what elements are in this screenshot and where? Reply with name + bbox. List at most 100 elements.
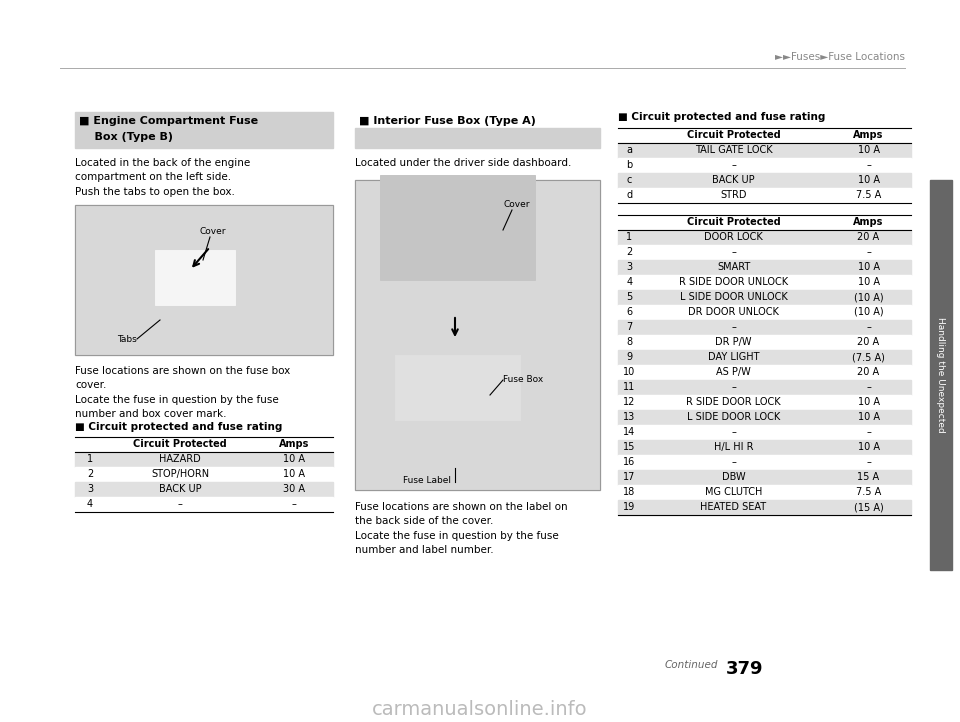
Bar	[618, 335, 911, 350]
Bar	[618, 470, 911, 485]
Text: –: –	[866, 247, 871, 257]
Text: Box (Type B): Box (Type B)	[79, 132, 173, 142]
Text: DAY LIGHT: DAY LIGHT	[708, 352, 759, 362]
Text: Circuit Protected: Circuit Protected	[686, 217, 780, 227]
Text: 379: 379	[726, 660, 763, 678]
Text: BACK UP: BACK UP	[158, 484, 202, 494]
Text: 14: 14	[623, 427, 636, 437]
Text: Circuit Protected: Circuit Protected	[686, 130, 780, 140]
Bar	[618, 230, 911, 245]
Bar	[618, 380, 911, 395]
Text: 10 A: 10 A	[857, 412, 879, 422]
Bar	[618, 245, 911, 260]
Bar	[618, 455, 911, 470]
Bar	[75, 452, 333, 467]
Text: 15 A: 15 A	[857, 472, 879, 482]
Text: –: –	[866, 457, 871, 467]
Bar	[355, 128, 600, 148]
Text: Fuse Label: Fuse Label	[403, 476, 451, 485]
Text: 10 A: 10 A	[283, 454, 305, 464]
Bar	[395, 355, 520, 420]
Bar	[75, 497, 333, 512]
Bar	[618, 290, 911, 305]
Text: 17: 17	[623, 472, 636, 482]
Text: 10 A: 10 A	[857, 262, 879, 272]
Text: c: c	[627, 175, 633, 185]
Text: –: –	[732, 457, 736, 467]
Text: Located in the back of the engine
compartment on the left side.
Push the tabs to: Located in the back of the engine compar…	[75, 158, 251, 197]
Text: 4: 4	[87, 499, 93, 509]
Bar	[930, 180, 952, 570]
Text: 2: 2	[86, 469, 93, 479]
Text: –: –	[732, 247, 736, 257]
Bar	[380, 175, 535, 280]
Text: Cover: Cover	[503, 200, 530, 209]
Text: MG CLUTCH: MG CLUTCH	[705, 487, 762, 497]
Text: Tabs: Tabs	[117, 335, 136, 344]
Text: ►►Fuses►Fuse Locations: ►►Fuses►Fuse Locations	[775, 52, 905, 62]
Text: DBW: DBW	[722, 472, 745, 482]
Bar	[618, 350, 911, 365]
Text: 10 A: 10 A	[857, 145, 879, 155]
Text: R SIDE DOOR UNLOCK: R SIDE DOOR UNLOCK	[679, 277, 788, 287]
Text: 11: 11	[623, 382, 636, 392]
Text: 2: 2	[626, 247, 633, 257]
Text: 7: 7	[626, 322, 633, 332]
Text: 18: 18	[623, 487, 636, 497]
Text: (10 A): (10 A)	[853, 292, 883, 302]
Text: 10 A: 10 A	[857, 397, 879, 407]
Bar	[618, 485, 911, 500]
Text: SMART: SMART	[717, 262, 750, 272]
Text: 10 A: 10 A	[857, 175, 879, 185]
Bar	[75, 205, 333, 355]
Bar	[618, 365, 911, 380]
Text: –: –	[732, 322, 736, 332]
Text: 9: 9	[627, 352, 633, 362]
Text: HEATED SEAT: HEATED SEAT	[701, 502, 767, 512]
Text: 13: 13	[623, 412, 636, 422]
Text: a: a	[627, 145, 633, 155]
Text: Cover: Cover	[200, 227, 227, 236]
Text: DR P/W: DR P/W	[715, 337, 752, 347]
Text: 20 A: 20 A	[857, 367, 879, 377]
Text: DR DOOR UNLOCK: DR DOOR UNLOCK	[688, 307, 779, 317]
Text: ■ Circuit protected and fuse rating: ■ Circuit protected and fuse rating	[75, 422, 282, 432]
Text: STOP/HORN: STOP/HORN	[151, 469, 209, 479]
Text: –: –	[866, 322, 871, 332]
Bar	[618, 143, 911, 158]
Text: 10 A: 10 A	[857, 442, 879, 452]
Text: 5: 5	[626, 292, 633, 302]
Text: –: –	[866, 427, 871, 437]
Bar	[618, 440, 911, 455]
Bar	[618, 425, 911, 440]
Text: Amps: Amps	[853, 130, 884, 140]
Text: –: –	[732, 160, 736, 170]
Bar	[618, 320, 911, 335]
Text: (15 A): (15 A)	[853, 502, 883, 512]
Text: STRD: STRD	[720, 190, 747, 200]
Bar	[618, 188, 911, 203]
Text: 19: 19	[623, 502, 636, 512]
Text: TAIL GATE LOCK: TAIL GATE LOCK	[695, 145, 772, 155]
Text: 1: 1	[87, 454, 93, 464]
Bar	[355, 180, 600, 490]
Text: (10 A): (10 A)	[853, 307, 883, 317]
Text: –: –	[732, 427, 736, 437]
Text: ■ Circuit protected and fuse rating: ■ Circuit protected and fuse rating	[618, 112, 826, 122]
Bar	[75, 205, 333, 355]
Text: 1: 1	[627, 232, 633, 242]
Text: 12: 12	[623, 397, 636, 407]
Text: 3: 3	[627, 262, 633, 272]
Text: Amps: Amps	[278, 439, 309, 449]
Text: AS P/W: AS P/W	[716, 367, 751, 377]
Bar	[355, 180, 600, 490]
Text: 3: 3	[87, 484, 93, 494]
Bar	[618, 275, 911, 290]
Text: H/L HI R: H/L HI R	[713, 442, 754, 452]
Text: (7.5 A): (7.5 A)	[852, 352, 885, 362]
Text: Handling the Unexpected: Handling the Unexpected	[937, 317, 946, 433]
Text: 30 A: 30 A	[283, 484, 305, 494]
Text: DOOR LOCK: DOOR LOCK	[704, 232, 763, 242]
Text: b: b	[626, 160, 633, 170]
Text: 20 A: 20 A	[857, 232, 879, 242]
